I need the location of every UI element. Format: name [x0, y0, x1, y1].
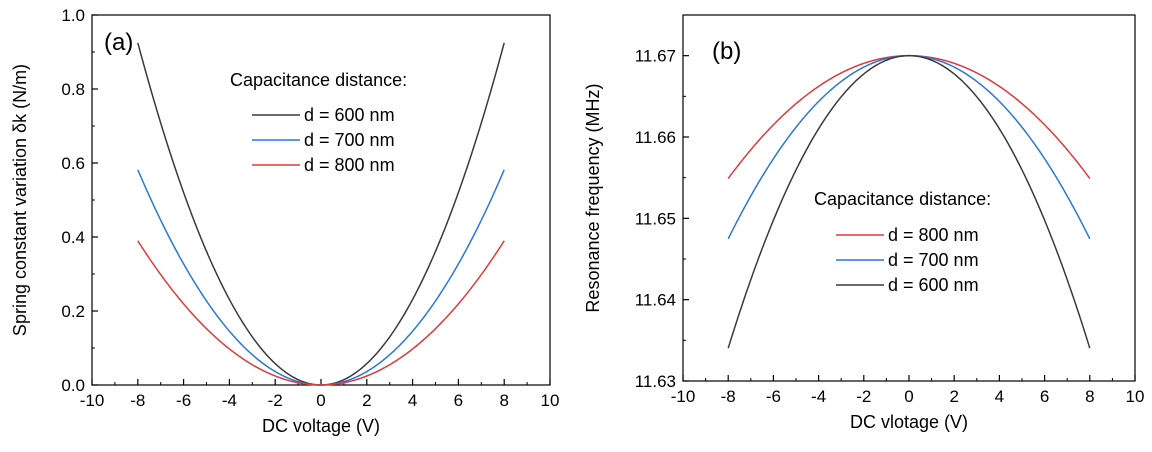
x-tick-label: 4	[995, 387, 1004, 406]
x-tick-label: 0	[904, 387, 913, 406]
x-tick-label: 2	[949, 387, 958, 406]
y-tick-label: 11.65	[635, 209, 676, 228]
y-axis-title: Resonance frequency (MHz)	[583, 83, 603, 312]
x-tick-label: -4	[222, 391, 237, 410]
x-tick-label: 10	[541, 391, 560, 410]
x-tick-label: -10	[671, 387, 696, 406]
legend-label: d = 600 nm	[888, 275, 979, 295]
x-tick-label: -2	[268, 391, 283, 410]
legend: Capacitance distance: d = 800 nm d = 700 n…	[814, 189, 991, 295]
x-tick-label: -2	[856, 387, 871, 406]
x-tick-label: -6	[766, 387, 781, 406]
series-line-0	[727, 54, 1091, 179]
chart-panel-b: -10 -8 -6 -4 -2 0 2 4 6 8 10 11.63 11.64 11.65 11.66 11…	[583, 14, 1145, 432]
legend-label: d = 700 nm	[888, 250, 979, 270]
x-tick-label: 10	[1126, 387, 1145, 406]
y-tick-label: 0.2	[61, 302, 85, 321]
y-tick-label: 0.6	[61, 154, 85, 173]
x-tick-label: 6	[454, 391, 463, 410]
y-tick-label: 1.0	[61, 6, 85, 25]
x-tick-label: 2	[362, 391, 371, 410]
legend-title: Capacitance distance:	[814, 189, 991, 209]
y-tick-label: 0.4	[61, 228, 85, 247]
y-axis-title: Spring constant variation δk (N/m)	[10, 64, 30, 336]
legend-title: Capacitance distance:	[230, 70, 407, 90]
series-line-0	[137, 42, 505, 386]
y-tick-label: 11.66	[635, 128, 676, 147]
legend-label: d = 800 nm	[888, 225, 979, 245]
series-line-1	[727, 54, 1091, 240]
legend: Capacitance distance: d = 600 nm d = 700 n…	[230, 70, 407, 175]
x-tick-label: 6	[1040, 387, 1049, 406]
x-tick-label: -10	[80, 391, 105, 410]
x-tick-label: 8	[499, 391, 508, 410]
series-line-2	[727, 54, 1091, 349]
y-tick-label: 11.67	[635, 47, 676, 66]
chart-panel-a: -10 -8 -6 -4 -2 0 2 4 6 8 10 0.0 0.2 0.4 0.6 0.8 1.0 DC v…	[10, 6, 559, 436]
legend-label: d = 600 nm	[304, 105, 395, 125]
series-line-2	[137, 240, 505, 386]
y-tick-label: 11.63	[635, 372, 676, 391]
x-tick-label: 8	[1085, 387, 1094, 406]
panel-label: (a)	[104, 29, 133, 56]
panel-label: (b)	[712, 38, 741, 65]
y-tick-label: 0.0	[61, 376, 85, 395]
legend-label: d = 800 nm	[304, 155, 395, 175]
x-tick-label: 0	[316, 391, 325, 410]
series-line-1	[137, 169, 505, 386]
y-tick-label: 0.8	[61, 80, 85, 99]
x-tick-label: -6	[176, 391, 191, 410]
x-tick-label: -8	[130, 391, 145, 410]
x-tick-label: 4	[408, 391, 417, 410]
legend-label: d = 700 nm	[304, 130, 395, 150]
x-axis-title: DC vlotage (V)	[850, 412, 968, 432]
x-tick-label: -8	[721, 387, 736, 406]
x-axis-title: DC voltage (V)	[262, 416, 380, 436]
y-tick-label: 11.64	[635, 291, 676, 310]
x-tick-label: -4	[811, 387, 826, 406]
